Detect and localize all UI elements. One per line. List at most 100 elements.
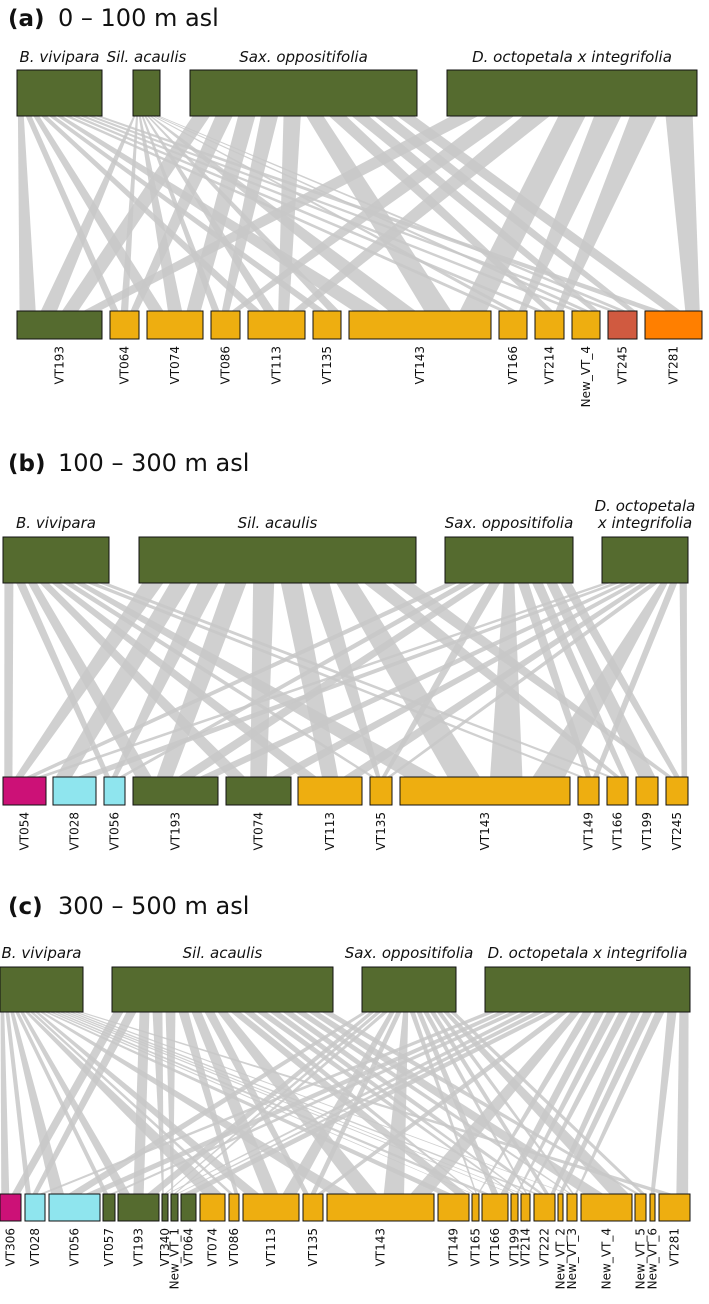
link <box>63 583 375 777</box>
fungus-box <box>228 1193 240 1222</box>
panel-title: 0 – 100 m asl <box>58 4 219 32</box>
link <box>560 583 680 777</box>
fungus-box <box>16 310 103 340</box>
panel-letter: (b) <box>8 451 46 477</box>
fungus-box <box>132 776 219 806</box>
fungus-label: VT165 <box>469 1228 483 1266</box>
plant-box <box>0 966 84 1013</box>
fungus-label: VT199 <box>508 1228 522 1266</box>
plant-box <box>446 69 698 117</box>
plant-label: B. vivipara <box>2 944 82 962</box>
fungus-box <box>399 776 571 806</box>
link <box>295 1012 572 1194</box>
plant-box <box>111 966 334 1013</box>
fungus-box <box>634 1193 647 1222</box>
link <box>27 583 152 777</box>
link <box>17 116 36 311</box>
fungus-box <box>103 776 126 806</box>
fungus-box <box>606 776 629 806</box>
link <box>555 116 657 311</box>
plant-label: D. octopetala x integrifolia <box>488 944 688 962</box>
link <box>4 583 14 777</box>
plant-label: x integrifolia <box>597 514 692 532</box>
plant-label: Sil. acaulis <box>238 514 318 532</box>
link <box>650 1012 677 1194</box>
link <box>78 1012 673 1194</box>
link <box>308 1012 604 1194</box>
link <box>62 116 210 311</box>
fungus-label: New_VT_4 <box>600 1228 614 1289</box>
link <box>5 1012 31 1194</box>
link <box>450 1012 646 1194</box>
link <box>64 1012 523 1194</box>
fungus-box <box>210 310 241 340</box>
fungus-box <box>180 1193 197 1222</box>
fungus-label: VT214 <box>543 346 557 384</box>
link <box>51 583 317 777</box>
fungus-box <box>607 310 638 340</box>
fungus-label: VT086 <box>227 1228 241 1266</box>
plant-box <box>601 536 689 584</box>
link <box>49 1012 474 1194</box>
link <box>363 583 621 777</box>
fungus-label: VT149 <box>582 812 596 850</box>
fungus-label: New_VT_5 <box>634 1228 648 1289</box>
fungus-box <box>644 310 703 340</box>
link <box>217 1012 378 1194</box>
link <box>86 583 585 777</box>
plant-box <box>361 966 457 1013</box>
link <box>16 583 111 777</box>
fungus-box <box>242 1193 300 1222</box>
link <box>10 1012 64 1194</box>
fungus-box <box>658 1193 691 1222</box>
fungus-box <box>170 1193 179 1222</box>
link <box>11 1012 124 1194</box>
plant-label: Sax. oppositifolia <box>445 514 574 532</box>
fungus-box <box>2 776 47 806</box>
link <box>59 1012 514 1194</box>
fungus-label: New_VT_4 <box>579 346 593 407</box>
link <box>138 116 183 311</box>
fungus-box <box>580 1193 633 1222</box>
plant-box <box>2 536 110 584</box>
link <box>109 1012 520 1194</box>
fungus-label: VT086 <box>219 346 233 384</box>
link <box>443 1012 629 1194</box>
fungus-label: VT166 <box>611 812 625 850</box>
fungus-label: VT057 <box>102 1228 116 1266</box>
fungus-label: VT340 <box>158 1228 172 1266</box>
fungus-label: VT149 <box>447 1228 461 1266</box>
link <box>39 1012 351 1194</box>
fungus-label: VT074 <box>206 1228 220 1266</box>
panel-letter: (c) <box>8 894 43 920</box>
link <box>98 583 614 777</box>
link <box>55 583 192 777</box>
link <box>20 1012 131 1194</box>
fungus-box <box>498 310 528 340</box>
fungus-box <box>302 1193 324 1222</box>
link <box>679 583 688 777</box>
plant-label: D. octopetala <box>595 497 696 515</box>
link <box>436 1012 575 1194</box>
link <box>459 116 586 311</box>
fungus-label: VT056 <box>108 812 122 850</box>
fungus-label: VT166 <box>506 346 520 384</box>
fungus-label: VT113 <box>264 1228 278 1266</box>
fungus-label: VT214 <box>519 1228 533 1266</box>
fungus-box <box>199 1193 226 1222</box>
link <box>204 1012 309 1194</box>
plant-box <box>138 536 417 584</box>
plant-label: B. vivipara <box>16 514 96 532</box>
link <box>256 1012 516 1194</box>
link <box>87 116 617 311</box>
link <box>374 116 636 311</box>
link <box>54 1012 490 1194</box>
link <box>336 583 480 777</box>
fungus-box <box>109 310 140 340</box>
link <box>33 116 164 311</box>
fungus-label: New_VT_1 <box>168 1228 182 1289</box>
fungus-label: VT054 <box>18 812 32 850</box>
fungus-box <box>649 1193 656 1222</box>
fungus-label: VT281 <box>668 1228 682 1266</box>
